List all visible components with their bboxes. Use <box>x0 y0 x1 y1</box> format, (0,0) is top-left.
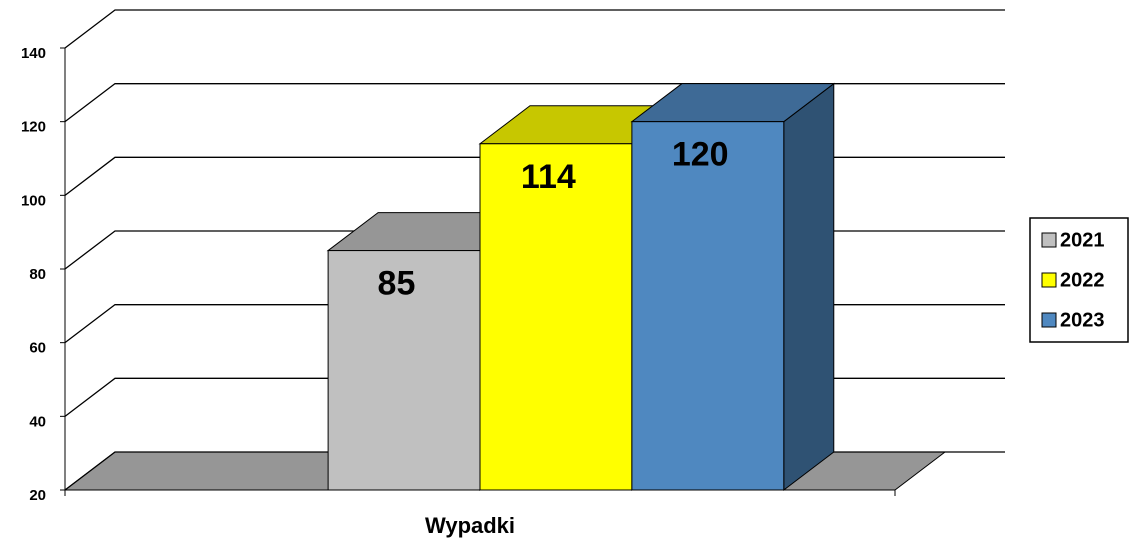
legend-label: 2023 <box>1060 309 1105 331</box>
y-tick-label: 40 <box>29 413 46 430</box>
legend-label: 2021 <box>1060 229 1105 251</box>
legend-swatch <box>1041 272 1057 288</box>
legend-swatch <box>1041 312 1057 328</box>
bar <box>631 121 785 491</box>
legend-swatch <box>1041 232 1057 248</box>
bar <box>327 250 481 491</box>
y-tick-label: 60 <box>29 340 46 357</box>
y-tick-label: 140 <box>21 45 46 62</box>
bar <box>479 143 633 491</box>
legend-label: 2022 <box>1060 269 1105 291</box>
value-label: 120 <box>672 136 729 174</box>
y-tick-label: 20 <box>29 487 46 504</box>
y-tick-label: 100 <box>21 192 46 209</box>
value-label: 114 <box>521 158 576 196</box>
grid-line <box>64 9 1005 49</box>
value-label: 85 <box>378 265 416 303</box>
x-tick-label: Wypadki <box>425 513 515 538</box>
bar-side <box>783 82 835 492</box>
y-tick-label: 80 <box>29 266 46 283</box>
y-tick-label: 120 <box>21 119 46 136</box>
